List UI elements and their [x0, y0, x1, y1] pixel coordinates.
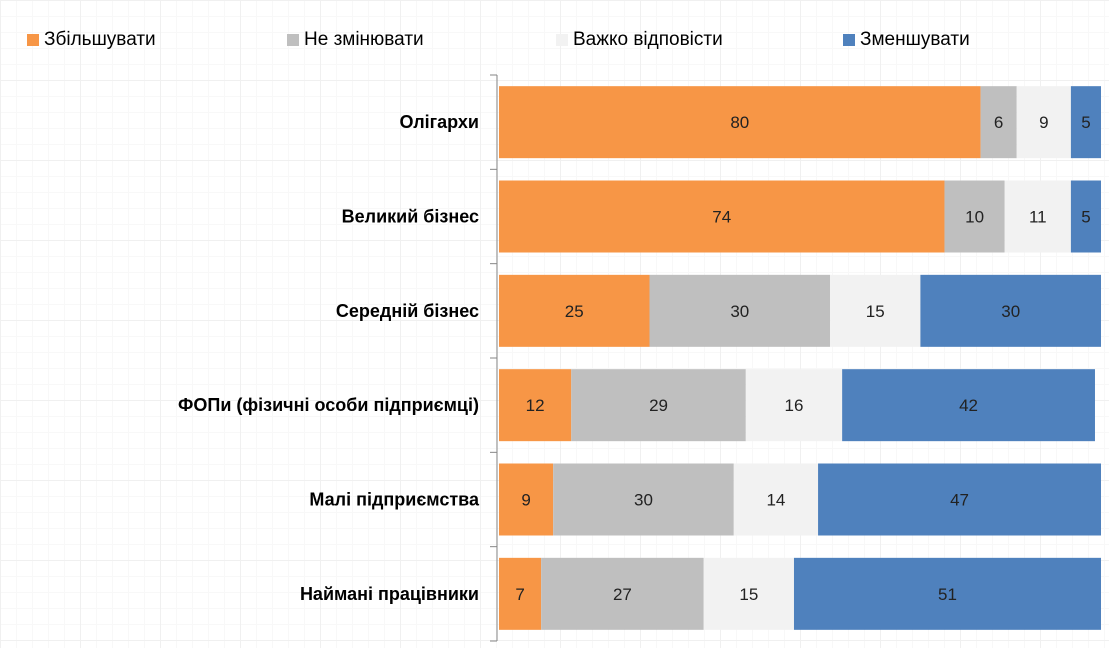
bar-segment: [499, 180, 945, 253]
data-label: 80: [730, 113, 749, 132]
bar-segment: [793, 557, 1101, 630]
legend-swatch: [843, 34, 855, 46]
bar-segment: [818, 463, 1101, 536]
category-label: Наймані працівники: [300, 584, 479, 604]
bar-segment: [499, 463, 554, 536]
bar-segment: [499, 86, 981, 159]
bar-segment: [649, 274, 831, 347]
legend-swatch: [556, 34, 568, 46]
legend-label: Важко відповісти: [573, 29, 723, 50]
data-label: 74: [712, 208, 731, 227]
bar-segment: [944, 180, 1005, 253]
data-label: 47: [950, 491, 969, 510]
data-label: 9: [1039, 113, 1048, 132]
data-label: 42: [959, 396, 978, 415]
bar-segment: [703, 557, 794, 630]
data-label: 15: [866, 302, 885, 321]
bar-segment: [733, 463, 819, 536]
category-label: Малі підприємства: [309, 490, 480, 510]
legend-item: Важко відповісти: [556, 29, 723, 51]
data-label: 6: [994, 113, 1003, 132]
bar-segment: [499, 369, 572, 442]
data-label: 14: [766, 491, 785, 510]
data-label: 5: [1081, 208, 1090, 227]
legend-item: Збільшувати: [27, 29, 156, 51]
legend-item: Зменшувати: [843, 29, 970, 51]
data-label: 15: [739, 585, 758, 604]
data-label: 51: [938, 585, 957, 604]
data-label: 11: [1029, 208, 1047, 227]
bar-segment: [571, 369, 746, 442]
bar-segment: [499, 557, 542, 630]
data-label: 7: [515, 585, 524, 604]
bar-segment: [920, 274, 1101, 347]
legend-swatch: [287, 34, 299, 46]
data-label: 30: [730, 302, 749, 321]
category-label: Великий бізнес: [342, 207, 479, 227]
legend-label: Зменшувати: [860, 29, 970, 50]
legend-item: Не змінювати: [287, 29, 424, 51]
bar-segment: [830, 274, 921, 347]
bar-segment: [980, 86, 1017, 159]
bar-segment: [553, 463, 734, 536]
bar-segment: [1070, 86, 1101, 159]
data-label: 9: [521, 491, 530, 510]
data-label: 27: [613, 585, 632, 604]
category-label: ФОПи (фізичні особи підприємці): [178, 395, 479, 415]
data-label: 16: [785, 396, 804, 415]
bar-segment: [842, 369, 1095, 442]
data-label: 12: [526, 396, 545, 415]
data-label: 30: [634, 491, 653, 510]
bar-segment: [541, 557, 704, 630]
data-label: 25: [565, 302, 584, 321]
category-label: Середній бізнес: [336, 301, 479, 321]
legend-label: Збільшувати: [44, 29, 156, 50]
bar-segment: [499, 274, 650, 347]
bar-segment: [1070, 180, 1101, 253]
data-label: 29: [649, 396, 668, 415]
bar-segment: [1016, 86, 1071, 159]
data-label: 10: [965, 208, 984, 227]
data-label: 30: [1001, 302, 1020, 321]
bar-segment: [1004, 180, 1071, 253]
category-label: Олігархи: [399, 112, 479, 132]
data-label: 5: [1081, 113, 1090, 132]
legend-label: Не змінювати: [304, 29, 424, 50]
bar-segment: [745, 369, 843, 442]
legend-swatch: [27, 34, 39, 46]
